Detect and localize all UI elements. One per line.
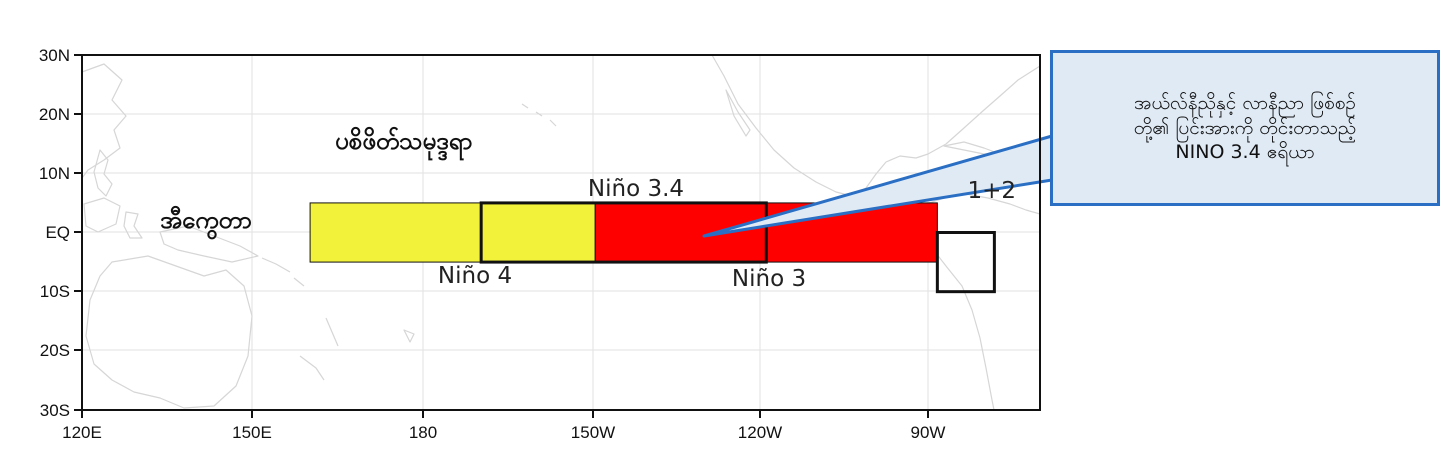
coastline-new-guinea — [159, 225, 259, 263]
region-labels: Niño 4 Niño 3.4 Niño 3 1+2 — [438, 176, 1016, 292]
region-label-nino4: Niño 4 — [438, 263, 512, 289]
lon-label-150e: 150E — [232, 423, 272, 442]
lon-label-90w: 90W — [911, 423, 946, 442]
callout-line-1: အယ်လ်နီညိုနှင့် လာနီညာ ဖြစ်စဉ် — [1134, 91, 1356, 114]
equator-label: အီကွေတာ — [160, 206, 252, 234]
coastline-baja — [725, 89, 751, 137]
region-label-nino34: Niño 3.4 — [588, 176, 684, 202]
lon-label-150w: 150W — [571, 423, 615, 442]
lat-label-30n: 30N — [39, 46, 70, 65]
coastline-fiji — [403, 329, 415, 343]
callout-box: အယ်လ်နီညိုနှင့် လာနီညာ ဖြစ်စဉ် တို့၏ ပြင… — [1050, 50, 1440, 206]
coastline-australia — [85, 255, 253, 409]
lat-label-10n: 10N — [39, 164, 70, 183]
lat-label-20n: 20N — [39, 105, 70, 124]
coastline-new-caledonia — [299, 355, 325, 381]
lon-label-180: 180 — [409, 423, 437, 442]
region-box-nino-4 — [309, 202, 596, 263]
coastline-philippines — [93, 149, 113, 197]
lon-label-120w: 120W — [738, 423, 782, 442]
region-box-nino-3-4 — [479, 201, 768, 264]
region-box-1-2 — [935, 231, 996, 294]
region-label-nino12: 1+2 — [967, 178, 1016, 204]
lon-label-120e: 120E — [62, 423, 102, 442]
lat-label-eq: EQ — [45, 223, 70, 242]
region-label-nino3: Niño 3 — [732, 266, 806, 292]
axis-tick-marks — [74, 54, 929, 418]
latitude-labels: 30N 20N 10N EQ 10S 20S 30S — [39, 46, 70, 420]
nino-regions — [309, 201, 996, 294]
coastline-hawaii — [521, 103, 557, 127]
lat-label-10s: 10S — [40, 282, 70, 301]
coastline-north-america — [711, 54, 1041, 197]
lat-label-30s: 30S — [40, 401, 70, 420]
coastline-sulawesi — [123, 211, 143, 239]
callout-line-2: တို့၏ ပြင်းအားကို တိုင်းတာသည့် — [1133, 116, 1357, 139]
lat-label-20s: 20S — [40, 341, 70, 360]
callout-line-3: NINO 3.4 ဧရိယာ — [1175, 141, 1315, 164]
coastlines — [81, 54, 1041, 411]
coastline-vanuatu — [325, 317, 339, 347]
longitude-labels: 120E 150E 180 150W 120W 90W — [62, 423, 945, 442]
pacific-ocean-label: ပစိဖိတ်သမုဒ္ဒရာ — [335, 127, 473, 155]
coastline-borneo — [83, 197, 121, 233]
coastline-solomons — [261, 257, 305, 287]
